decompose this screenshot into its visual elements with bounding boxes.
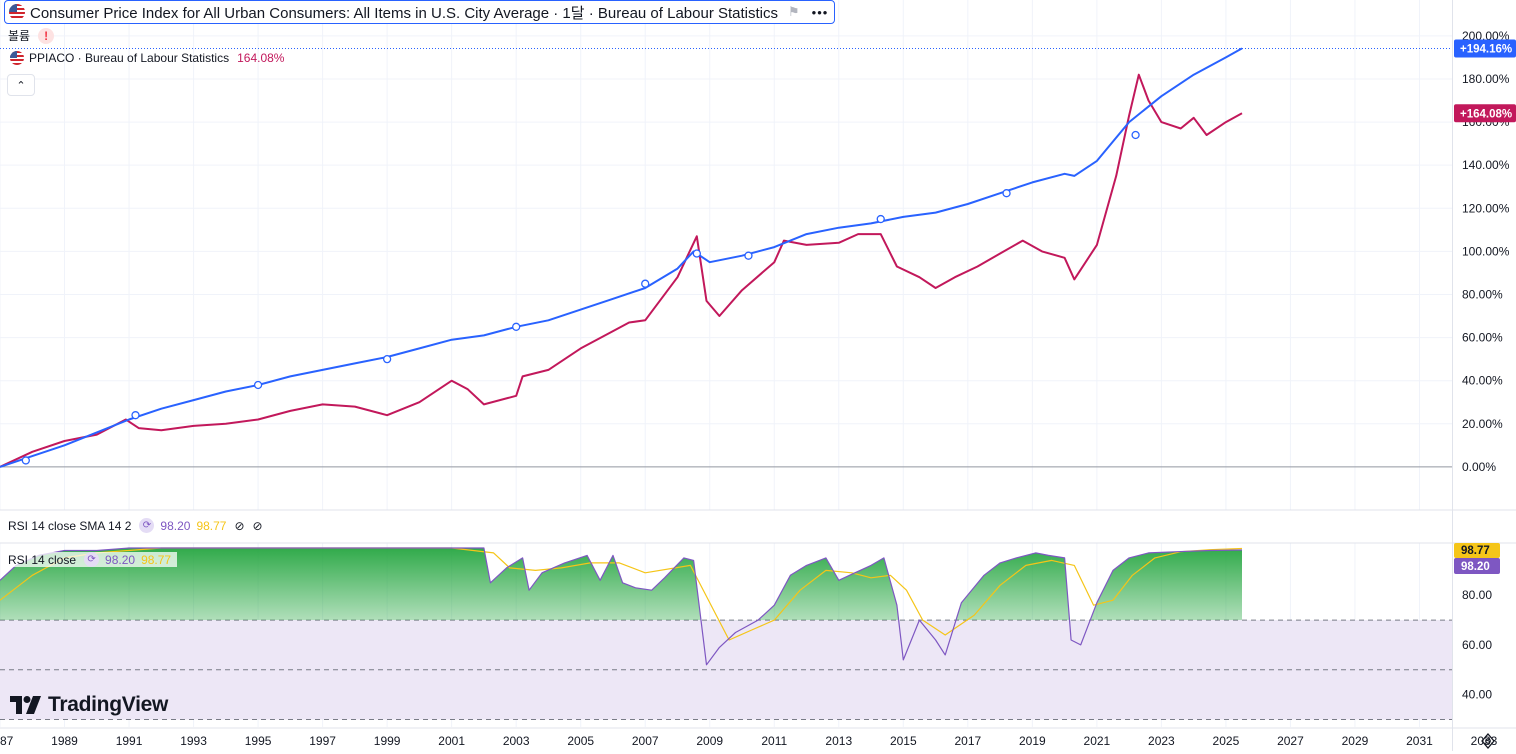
cpi-event-marker — [744, 251, 753, 260]
rsi-overbought-fill — [0, 548, 1242, 621]
price-axis-label: 80.00% — [1462, 287, 1503, 301]
collapse-legend-button[interactable]: ⌃ — [7, 74, 35, 96]
ppi-series-line — [0, 73, 1243, 468]
price-axis-label: 100.00% — [1462, 244, 1510, 258]
cpi-event-marker — [876, 214, 885, 224]
cpi-event-marker — [692, 249, 701, 258]
chevron-up-icon: ⌃ — [16, 79, 26, 92]
secondary-series-legend[interactable]: PPIACO · Bureau of Labour Statistics 164… — [10, 51, 284, 65]
time-axis-label: 2013 — [825, 734, 852, 748]
time-axis-label: 2031 — [1406, 734, 1433, 748]
chart-title-bar[interactable]: Consumer Price Index for All Urban Consu… — [4, 0, 836, 24]
cpi-last-value-label: +194.16% — [1460, 43, 1512, 55]
time-axis-label: 2001 — [438, 734, 465, 748]
time-axis-label: 2023 — [1148, 734, 1175, 748]
cpi-series-line — [0, 47, 1243, 468]
cpi-last-value-badge — [1454, 39, 1516, 58]
cpi-event-marker — [512, 322, 521, 331]
volume-legend[interactable]: 볼륨 ! — [8, 27, 55, 44]
indicator-legend-rsi[interactable]: RSI 14 close ⟳ 98.20 98.77 — [8, 552, 178, 567]
indicator-value-sma: 98.77 — [141, 552, 172, 567]
chart-settings-button[interactable] — [1480, 733, 1496, 754]
price-axis-label: 40.00% — [1462, 374, 1503, 388]
hidden-value-icon: ⊘ — [234, 518, 245, 533]
indicator-value-sma: 98.77 — [196, 518, 227, 533]
us-flag-icon — [10, 51, 24, 65]
cpi-event-marker — [382, 354, 392, 364]
indicator-value-rsi: 98.20 — [160, 518, 191, 533]
rsi-sma-badge — [1454, 543, 1500, 558]
volume-label: 볼륨 — [8, 29, 31, 43]
cpi-event-marker — [641, 279, 650, 288]
time-axis-label: 2003 — [503, 734, 530, 748]
rsi-line — [0, 547, 1243, 666]
time-axis-label: 2007 — [632, 734, 659, 748]
price-axis-label: 120.00% — [1462, 201, 1510, 215]
loading-icon: ⟳ — [84, 552, 100, 567]
time-axis-label: 1991 — [116, 734, 143, 748]
settings-icon — [1481, 733, 1495, 749]
time-axis-label: 2029 — [1342, 734, 1369, 748]
cpi-event-marker — [21, 456, 30, 465]
rsi-axis-label: 60.00 — [1462, 638, 1492, 652]
time-axis-label: 1995 — [245, 734, 272, 748]
time-axis-label: 2009 — [696, 734, 723, 748]
time-axis-label: 2027 — [1277, 734, 1304, 748]
tradingview-logo[interactable]: TradingView — [10, 693, 168, 717]
more-options-button[interactable]: ••• — [811, 4, 829, 20]
warning-icon[interactable]: ! — [38, 27, 55, 44]
price-axis-label: 0.00% — [1462, 460, 1496, 474]
time-axis-label: 1999 — [374, 734, 401, 748]
time-axis-label: 1993 — [180, 734, 207, 748]
indicator-label: RSI 14 close — [8, 552, 77, 567]
time-axis-label: 1987 — [0, 734, 14, 748]
cpi-event-marker — [1131, 130, 1140, 140]
cpi-event-marker — [1002, 189, 1011, 198]
tradingview-logo-text: TradingView — [48, 693, 169, 716]
cpi-event-marker — [253, 380, 263, 390]
price-axis-label: 60.00% — [1462, 331, 1503, 345]
time-axis-label: 1989 — [51, 734, 78, 748]
time-axis-label: 1997 — [309, 734, 336, 748]
price-axis-label: 140.00% — [1462, 158, 1510, 172]
loading-icon: ⟳ — [139, 518, 155, 533]
cpi-event-marker — [131, 411, 140, 420]
rsi-axis-label: 80.00 — [1462, 588, 1492, 602]
time-axis-label: 2021 — [1084, 734, 1111, 748]
time-axis-label: 2025 — [1213, 734, 1240, 748]
price-axis-label: 180.00% — [1462, 72, 1510, 86]
time-axis-label: 2015 — [890, 734, 917, 748]
indicator-legend-sma[interactable]: RSI 14 close SMA 14 2 ⟳ 98.20 98.77 ⊘ ⊘ — [8, 518, 263, 533]
rsi-badge-label: 98.20 — [1461, 561, 1490, 573]
hidden-value-icon: ⊘ — [252, 518, 263, 533]
us-flag-icon — [9, 4, 25, 20]
indicator-label: RSI 14 close SMA 14 2 — [8, 518, 132, 533]
tradingview-logo-icon — [10, 696, 41, 714]
indicator-value-rsi: 98.20 — [105, 552, 136, 567]
rsi-sma-badge-label: 98.77 — [1461, 545, 1490, 557]
chart-title: Consumer Price Index for All Urban Consu… — [30, 4, 779, 22]
time-axis-label: 2017 — [954, 734, 981, 748]
bookmark-flag-icon[interactable]: ⚑ — [788, 4, 800, 19]
ppi-last-value-badge — [1454, 104, 1516, 123]
ppi-last-value-label: +164.08% — [1460, 108, 1512, 120]
price-axis-label: 200.00% — [1462, 29, 1510, 43]
price-axis-label: 20.00% — [1462, 417, 1503, 431]
secondary-series-value: 164.08% — [237, 51, 285, 65]
time-axis-label: 2019 — [1019, 734, 1046, 748]
rsi-badge — [1454, 558, 1500, 574]
time-axis-label: 2005 — [567, 734, 594, 748]
rsi-axis-label: 40.00 — [1462, 688, 1492, 702]
secondary-series-symbol: PPIACO · Bureau of Labour Statistics — [29, 51, 230, 65]
time-axis-label: 2011 — [761, 734, 787, 748]
